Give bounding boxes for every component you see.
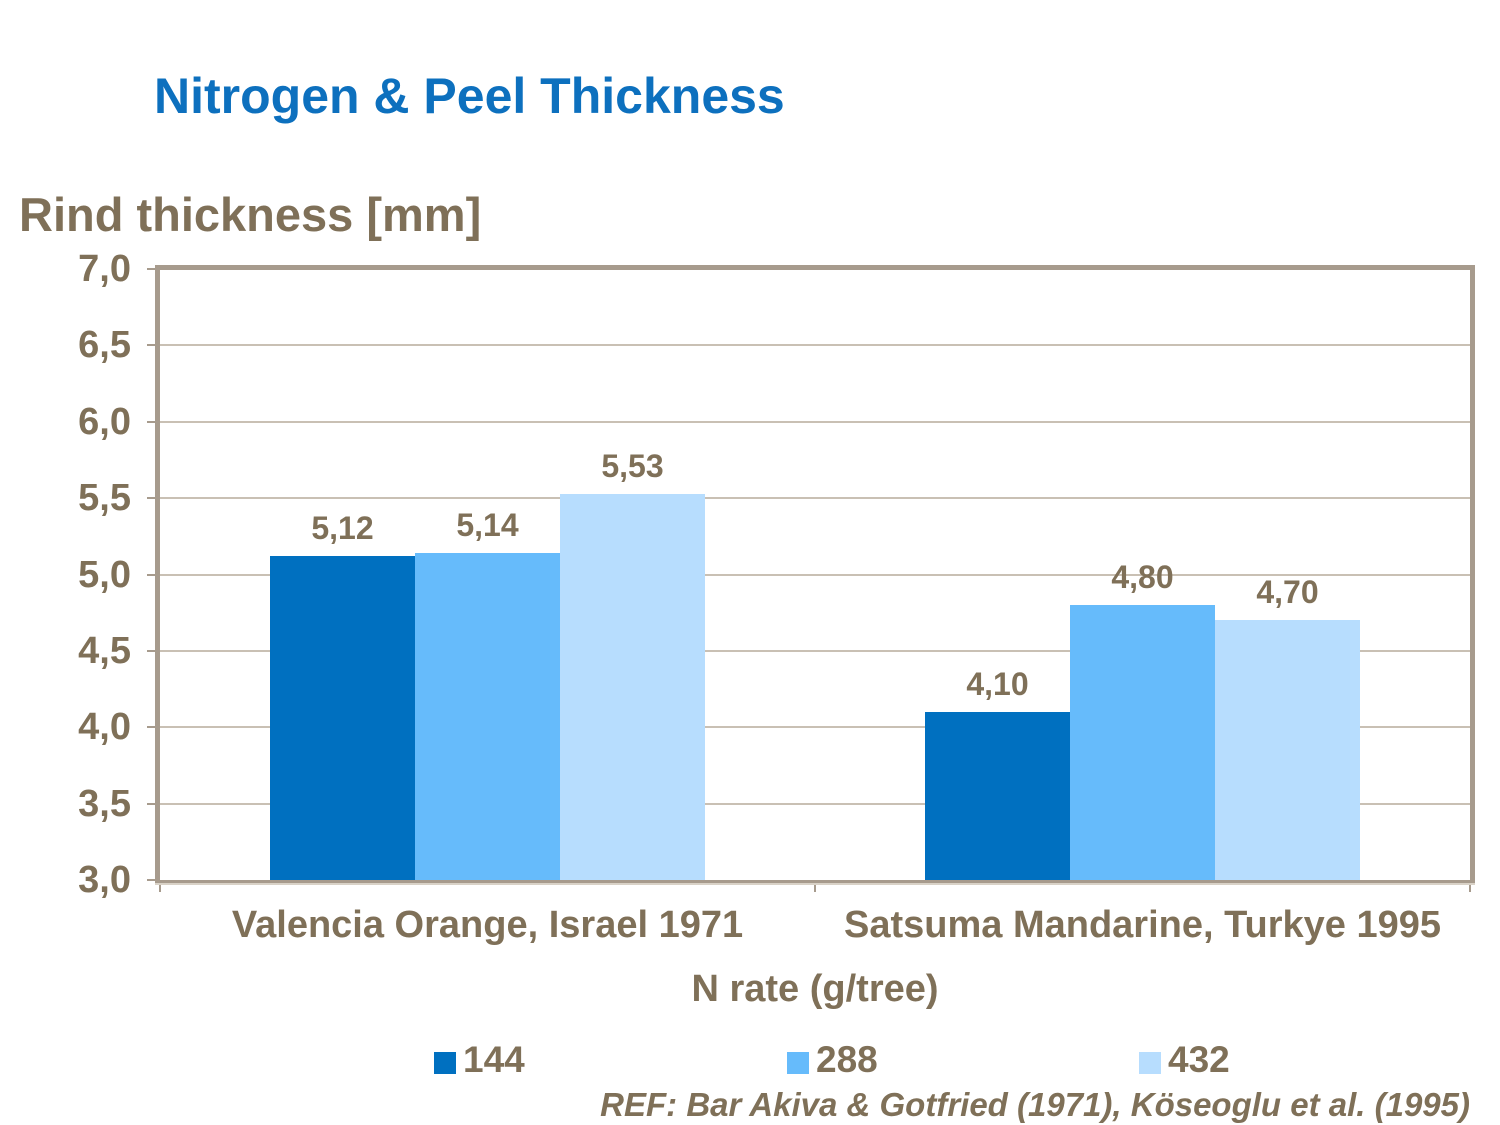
bar-288-1 [415, 553, 560, 880]
plot-area-frame [155, 265, 1475, 880]
bar-value-label: 4,10 [966, 665, 1029, 702]
bar-value-label: 5,53 [601, 447, 664, 484]
y-axis-tick-label: 7,0 [78, 248, 131, 290]
chart-title: Nitrogen & Peel Thickness [154, 68, 785, 124]
gridline [160, 497, 1470, 500]
y-axis-tick [147, 802, 160, 805]
legend-label: 144 [463, 1039, 525, 1080]
bar-144-1 [270, 556, 415, 880]
y-axis-tick [147, 344, 160, 347]
legend-swatch-432 [1139, 1052, 1161, 1074]
legend-label: 432 [1168, 1039, 1230, 1080]
x-axis-line-shadow [155, 883, 1475, 885]
bar-288-2 [1070, 605, 1215, 880]
y-axis-tick-label: 5,5 [78, 477, 131, 520]
x-axis-tick [1469, 883, 1471, 892]
legend-swatch-288 [787, 1052, 809, 1074]
y-axis-tick-label: 6,0 [78, 400, 131, 443]
y-axis-tick [147, 573, 160, 576]
x-axis-tick [159, 883, 161, 892]
y-axis-tick [147, 649, 160, 652]
y-axis-tick [147, 879, 160, 881]
y-axis-tick-label: 6,5 [78, 324, 131, 367]
legend-label: 288 [816, 1039, 878, 1080]
y-axis-tick [147, 497, 160, 500]
bar-144-2 [925, 711, 1070, 880]
gridline [160, 344, 1470, 347]
y-axis-tick-label: 4,0 [78, 706, 131, 749]
bar-432-2 [1215, 620, 1360, 880]
gridline [160, 420, 1470, 423]
bar-value-label: 4,80 [1111, 559, 1174, 596]
y-axis-tick-label: 5,0 [78, 553, 131, 596]
category-label: Valencia Orange, Israel 1971 [231, 904, 744, 946]
bar-value-label: 4,70 [1256, 574, 1319, 611]
y-axis-tick [147, 420, 160, 423]
x-axis-title: N rate (g/tree) [691, 968, 939, 1010]
gridline [160, 573, 1470, 576]
legend-swatch-144 [434, 1052, 456, 1074]
y-axis-tick-label: 4,5 [78, 629, 131, 672]
gridline [160, 726, 1470, 729]
gridline [160, 649, 1470, 652]
y-axis-tick [147, 268, 160, 270]
reference-note: REF: Bar Akiva & Gotfried (1971), Köseog… [600, 1086, 1470, 1123]
y-axis-title: Rind thickness [mm] [19, 188, 482, 241]
category-label: Satsuma Mandarine, Turkye 1995 [844, 904, 1441, 946]
bar-432-1 [560, 493, 705, 880]
bar-value-label: 5,14 [456, 507, 519, 544]
x-axis-tick [814, 883, 816, 892]
bar-value-label: 5,12 [311, 510, 374, 547]
x-axis-line [155, 880, 1475, 883]
y-axis-tick-label: 3,0 [78, 859, 131, 901]
y-axis-tick [147, 726, 160, 729]
gridline [160, 802, 1470, 805]
y-axis-tick-label: 3,5 [78, 782, 131, 825]
